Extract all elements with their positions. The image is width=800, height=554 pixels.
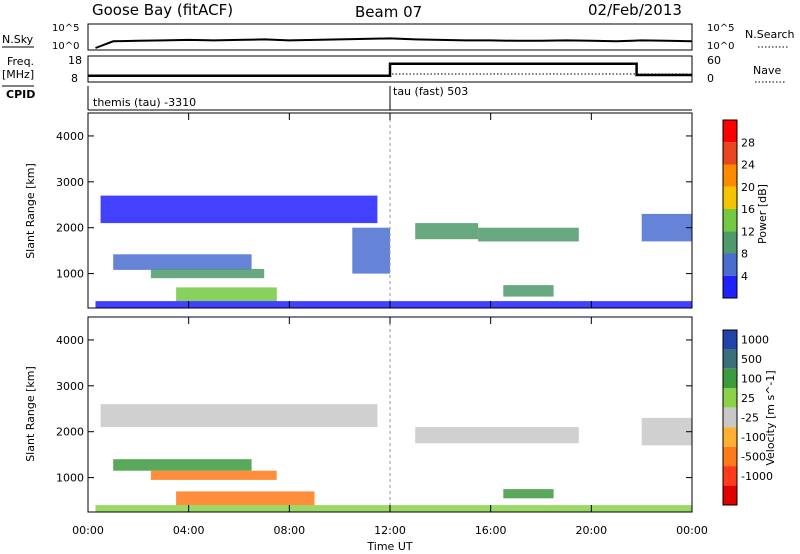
freq-series-line — [88, 62, 692, 77]
nave-label: Nave — [753, 64, 781, 77]
cpid-segment-1: themis (tau) -3310 — [93, 96, 196, 109]
colorbar-tick-label: 20 — [741, 181, 755, 194]
power-marks-band — [150, 269, 265, 279]
y-tick-label: 1000 — [56, 268, 84, 281]
colorbar-swatch — [723, 407, 737, 428]
power-colorbar-label: Power [dB] — [756, 184, 769, 244]
nsky-tick-bottom: 10^0 — [52, 41, 79, 52]
power-marks-band — [415, 223, 479, 240]
colorbar-swatch — [723, 349, 737, 369]
power-heatmap — [95, 195, 692, 308]
velocity-marks-band — [641, 417, 692, 446]
station-title: Goose Bay (fitACF) — [92, 1, 233, 19]
x-tick-label: 16:00 — [475, 524, 507, 537]
colorbar-swatch — [723, 164, 737, 187]
x-tick-label: 08:00 — [273, 524, 305, 537]
nave-tick-top: 60 — [707, 54, 721, 67]
nsky-label: N.Sky — [2, 33, 34, 46]
colorbar-swatch — [723, 368, 737, 389]
nsearch-tick-bottom: 10^0 — [707, 41, 734, 52]
x-tick-label: 20:00 — [575, 524, 607, 537]
x-tick-label: 04:00 — [173, 524, 205, 537]
colorbar-swatch — [723, 388, 737, 408]
power-marks-band — [641, 213, 692, 242]
x-tick-label: 12:00 — [374, 524, 406, 537]
power-marks-band — [95, 301, 692, 308]
colorbar-tick-label: -25 — [741, 412, 759, 425]
freq-tick-bottom: 8 — [71, 72, 78, 85]
freq-tick-top: 18 — [68, 54, 82, 67]
velocity-heatmap — [95, 404, 692, 512]
cpid-label: CPID — [6, 88, 35, 101]
velocity-colorbar-label: Velocity [m s^-1] — [764, 370, 777, 465]
velocity-ylabel: Slant Range [km] — [24, 366, 37, 462]
nsky-series-line — [95, 37, 693, 49]
colorbar-swatch — [723, 186, 737, 210]
y-tick-label: 4000 — [56, 334, 84, 347]
freq-panel-frame — [87, 55, 693, 83]
colorbar-tick-label: 28 — [741, 136, 755, 149]
velocity-marks-band — [95, 505, 692, 512]
cpid-segment-2: tau (fast) 503 — [393, 85, 468, 98]
colorbar-swatch — [723, 209, 737, 232]
colorbar-tick-label: 1000 — [741, 334, 769, 347]
colorbar-swatch — [723, 231, 737, 254]
power-marks-band — [352, 227, 391, 274]
freq-label: Freq. — [7, 55, 34, 68]
colorbar-tick-label: 24 — [741, 159, 755, 172]
colorbar-swatch — [723, 120, 737, 143]
colorbar-tick-label: 8 — [741, 248, 748, 261]
colorbar-swatch — [723, 330, 737, 350]
y-tick-label: 4000 — [56, 130, 84, 143]
colorbar-tick-label: 12 — [741, 225, 755, 238]
beam-title: Beam 07 — [355, 3, 422, 21]
nsearch-tick-top: 10^5 — [707, 23, 734, 34]
date-title: 02/Feb/2013 — [588, 1, 682, 19]
y-tick-label: 3000 — [56, 380, 84, 393]
velocity-marks-band — [100, 404, 378, 428]
power-marks-band — [113, 254, 252, 270]
y-tick-label: 2000 — [56, 426, 84, 439]
colorbar-swatch — [723, 446, 737, 467]
y-tick-label: 1000 — [56, 472, 84, 485]
nsky-tick-top: 10^5 — [52, 23, 79, 34]
power-marks-band — [176, 287, 277, 302]
colorbar-tick-label: -1000 — [741, 470, 773, 483]
power-ylabel: Slant Range [km] — [24, 163, 37, 259]
colorbar-swatch — [723, 253, 737, 276]
velocity-marks-band — [503, 489, 554, 499]
colorbar-swatch — [723, 466, 737, 486]
colorbar-tick-label: 4 — [741, 270, 748, 283]
velocity-marks-band — [176, 491, 315, 506]
velocity-marks-band — [150, 470, 277, 480]
colorbar-tick-label: -500 — [741, 450, 766, 463]
nsearch-label: N.Search — [745, 28, 795, 41]
power-marks-band — [478, 227, 579, 242]
colorbar-tick-label: 16 — [741, 203, 755, 216]
colorbar-swatch — [723, 427, 737, 447]
colorbar-tick-label: -100 — [741, 431, 766, 444]
y-tick-label: 3000 — [56, 176, 84, 189]
colorbar-tick-label: 25 — [741, 392, 755, 405]
x-axis-label: Time UT — [366, 540, 412, 553]
colorbar-tick-label: 100 — [741, 373, 762, 386]
velocity-marks-band — [415, 427, 579, 444]
nsky-panel-frame — [87, 23, 693, 51]
colorbar-swatch — [723, 142, 737, 165]
colorbar-swatch — [723, 485, 737, 505]
colorbar-frame — [722, 119, 738, 299]
y-tick-label: 2000 — [56, 222, 84, 235]
freq-unit: [MHz] — [2, 68, 34, 81]
power-marks-band — [503, 285, 554, 297]
nave-tick-bottom: 0 — [707, 72, 714, 85]
colorbar-frame — [722, 329, 738, 506]
velocity-marks-band — [113, 459, 252, 471]
x-tick-label: 00:00 — [676, 524, 708, 537]
power-marks-band — [100, 195, 378, 224]
x-tick-label: 00:00 — [72, 524, 104, 537]
colorbar-swatch — [723, 275, 737, 299]
colorbar-tick-label: 500 — [741, 353, 762, 366]
